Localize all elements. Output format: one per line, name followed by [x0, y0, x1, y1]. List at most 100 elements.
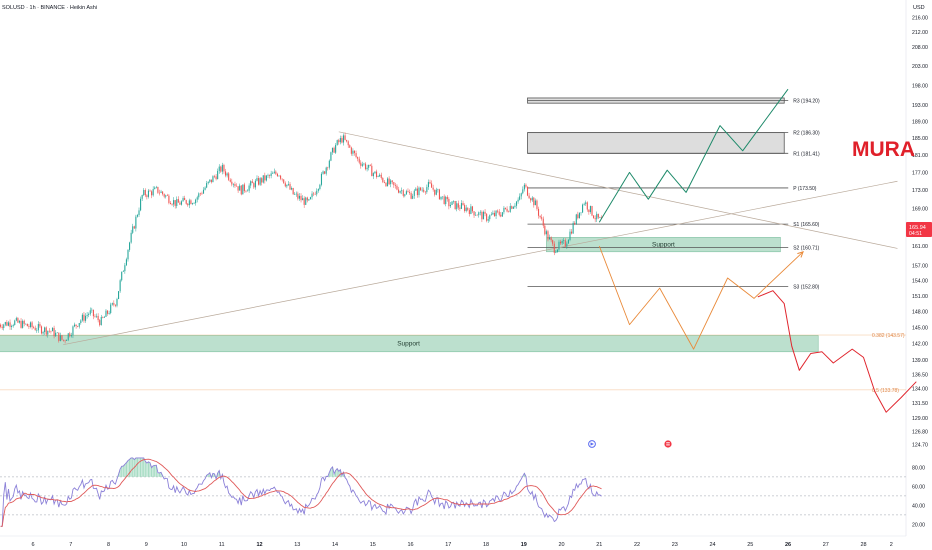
candle-body	[302, 198, 304, 201]
candle-body	[155, 186, 157, 188]
candle-body	[147, 190, 150, 197]
candle-body	[446, 196, 448, 200]
candle-body	[410, 193, 412, 199]
candle-body	[503, 207, 505, 213]
candle-body	[124, 265, 126, 272]
candle-body	[368, 164, 370, 168]
candle-body	[64, 340, 66, 342]
trendline[interactable]	[63, 180, 898, 346]
candle-body	[94, 316, 96, 317]
candle-body	[119, 280, 121, 292]
candle-body	[143, 189, 145, 196]
pivot-label: R1 (181.41)	[793, 151, 820, 157]
candle-body	[45, 327, 47, 335]
candle-body	[226, 173, 228, 176]
candle-body	[409, 192, 411, 194]
candle-body	[53, 327, 55, 337]
candle-body	[413, 190, 415, 196]
candle-body	[270, 173, 272, 176]
candle-body	[26, 323, 28, 327]
price-tick-label: 198.00	[912, 83, 928, 89]
rsi-pane[interactable]: 80.00 60.00 40.00 20.00	[0, 457, 925, 529]
candle-body	[289, 184, 291, 190]
flag-icon[interactable]	[664, 440, 672, 448]
price-tick-label: 216.00	[912, 16, 928, 22]
candle-body	[476, 214, 478, 216]
candle-body	[537, 208, 540, 216]
candle-body	[0, 324, 2, 327]
candle-body	[361, 164, 363, 166]
projections-layer	[598, 88, 917, 413]
candle-body	[140, 198, 142, 211]
resistance-zone[interactable]	[527, 132, 785, 154]
candle-body	[594, 218, 596, 220]
candle-body	[122, 271, 124, 272]
trendline[interactable]	[338, 131, 898, 249]
date-tick-label: 6	[31, 542, 34, 548]
price-tick-label: 145.00	[912, 325, 928, 331]
candle-body	[202, 189, 205, 194]
candle-body	[571, 231, 573, 234]
candle-body	[209, 179, 211, 182]
candle-body	[129, 242, 131, 250]
price-tick-label: 131.50	[912, 401, 928, 407]
candle-body	[314, 193, 316, 195]
candle-body	[528, 195, 530, 199]
date-tick-label: 19	[521, 542, 527, 548]
candle-body	[283, 179, 285, 184]
candle-body	[358, 158, 360, 163]
candle-body	[125, 259, 127, 266]
date-tick-label: 28	[860, 542, 866, 548]
candle-body	[276, 173, 278, 177]
support-zone[interactable]	[0, 335, 819, 353]
pivot-label: S2 (160.71)	[793, 245, 819, 251]
pivot-label: S3 (152.80)	[793, 285, 819, 291]
date-tick-label: 7	[69, 542, 72, 548]
candle-body	[372, 173, 374, 177]
candle-body	[110, 304, 112, 314]
candle-body	[569, 231, 571, 240]
date-axis[interactable]: 6 7 8 9 10 11 12 13 14 15 16 17 18 19 20 21 22 23 24 25 26 27…	[0, 535, 906, 548]
price-tick-label: 193.00	[912, 103, 928, 109]
candle-body	[479, 211, 481, 213]
candle-body	[380, 174, 382, 178]
candle-body	[564, 240, 566, 247]
candle-body	[1, 326, 3, 329]
candle-body	[364, 163, 367, 170]
candle-body	[240, 185, 242, 195]
candle-body	[416, 188, 418, 196]
candle-body	[173, 200, 175, 205]
candle-body	[545, 231, 547, 235]
candle-body	[311, 193, 313, 198]
candle-body	[66, 339, 68, 341]
candle-body	[449, 204, 452, 207]
candle-body	[432, 187, 434, 190]
candle-body	[331, 147, 334, 153]
candle-body	[567, 239, 569, 244]
candle-body	[319, 184, 321, 189]
candle-body	[28, 326, 30, 327]
replay-icon[interactable]	[588, 440, 596, 448]
candle-body	[431, 183, 433, 188]
projected-drop-path[interactable]	[757, 290, 917, 413]
support-zone[interactable]	[546, 237, 781, 253]
date-tick-label: 9	[145, 542, 148, 548]
candle-body	[70, 335, 72, 337]
candle-body	[515, 201, 518, 206]
candle-body	[580, 212, 582, 214]
candle-body	[61, 335, 63, 340]
candle-body	[34, 327, 36, 331]
bullish-projection-path[interactable]	[598, 88, 789, 223]
last-price-countdown: 04:51	[909, 231, 922, 237]
date-tick-label: 14	[332, 542, 338, 548]
candle-body	[50, 330, 52, 332]
bearish-projection-path[interactable]	[598, 245, 804, 350]
candle-body	[180, 201, 183, 205]
price-tick-label: 154.00	[912, 279, 928, 285]
candle-body	[560, 241, 562, 244]
candle-body	[489, 215, 491, 220]
candle-body	[453, 200, 455, 202]
candle-body	[265, 175, 267, 181]
candle-body	[190, 200, 192, 205]
